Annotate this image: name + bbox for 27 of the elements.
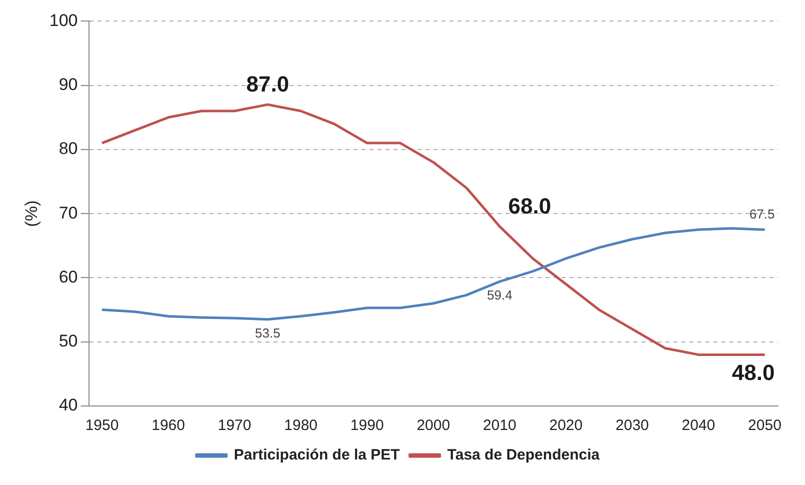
- data-label: 53.5: [255, 326, 280, 340]
- x-tick-label: 1970: [218, 417, 252, 434]
- y-tick-label: 90: [58, 75, 78, 94]
- legend-label: Tasa de Dependencia: [447, 446, 600, 464]
- x-tick-label: 1960: [152, 417, 185, 434]
- y-tick-label: 40: [58, 396, 78, 415]
- y-tick-label: 50: [58, 332, 78, 351]
- data-label: 87.0: [246, 72, 290, 97]
- data-label: 68.0: [508, 193, 552, 218]
- x-tick-label: 1950: [85, 417, 119, 434]
- y-tick-label: 100: [49, 10, 78, 30]
- x-tick-label: 2050: [748, 417, 782, 434]
- y-axis-title: (%): [22, 200, 41, 227]
- data-label: 59.4: [487, 288, 512, 303]
- x-tick-label: 2010: [482, 417, 516, 434]
- data-label: 48.0: [732, 360, 775, 385]
- y-tick-label: 70: [58, 203, 78, 222]
- x-tick-label: 2040: [682, 417, 716, 434]
- y-tick-label: 60: [58, 267, 78, 286]
- y-tick-label: 80: [58, 139, 78, 158]
- x-tick-label: 2000: [416, 417, 450, 434]
- data-label: 67.5: [749, 206, 775, 222]
- legend-label: Participación de la PET: [234, 446, 400, 464]
- x-tick-label: 1990: [350, 417, 384, 434]
- x-tick-label: 2030: [616, 417, 649, 434]
- x-tick-label: 2020: [549, 417, 583, 434]
- x-tick-label: 1980: [284, 417, 318, 434]
